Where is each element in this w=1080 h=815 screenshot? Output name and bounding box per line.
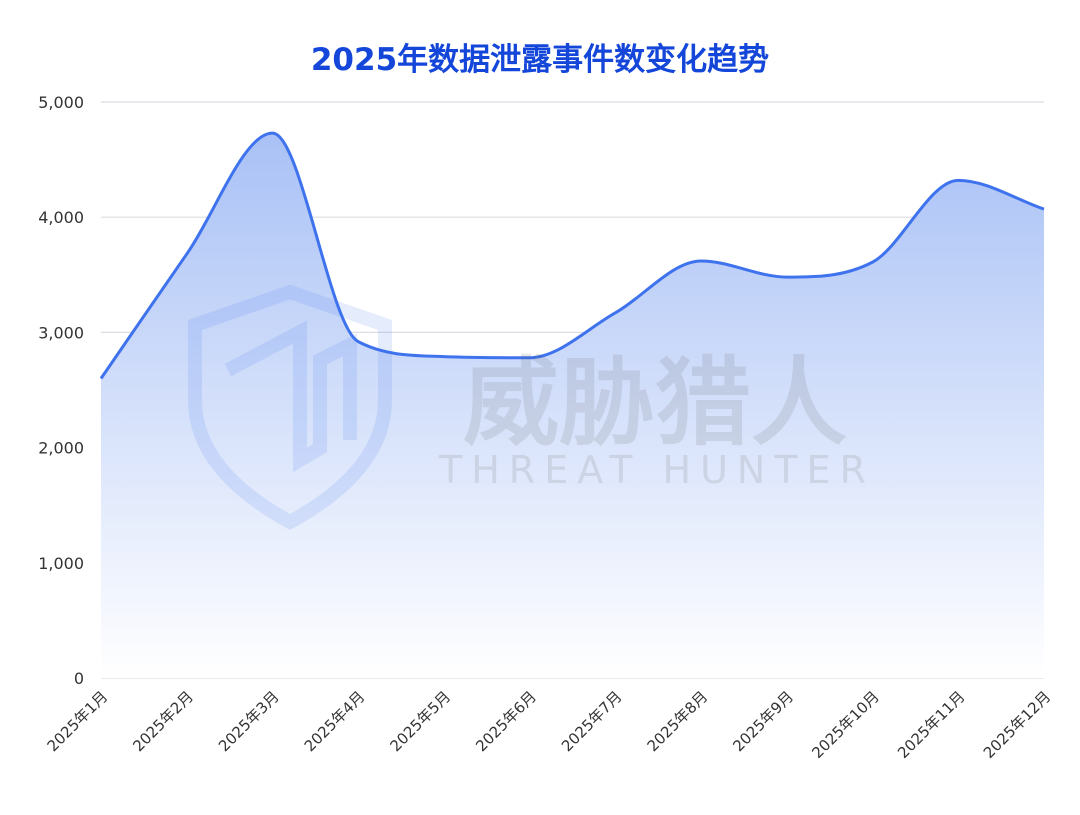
x-tick-label: 2025年3月 xyxy=(215,688,283,756)
y-tick-label: 4,000 xyxy=(38,208,84,227)
watermark-cn: 威胁猎人 xyxy=(463,347,847,459)
x-tick-label: 2025年8月 xyxy=(644,688,712,756)
x-tick-label: 2025年7月 xyxy=(558,688,626,756)
y-tick-label: 1,000 xyxy=(38,554,84,573)
chart-title: 2025年数据泄露事件数变化趋势 xyxy=(310,42,770,78)
x-tick-label: 2025年9月 xyxy=(729,688,797,756)
x-tick-label: 2025年2月 xyxy=(129,688,197,756)
x-tick-label: 2025年11月 xyxy=(894,688,968,762)
watermark-en: THREAT HUNTER xyxy=(438,448,875,492)
series-line xyxy=(99,131,1045,380)
x-tick-label: 2025年10月 xyxy=(808,688,882,762)
x-tick-label: 2025年1月 xyxy=(44,688,112,756)
y-tick-label: 0 xyxy=(74,669,84,688)
y-tick-label: 3,000 xyxy=(38,323,84,342)
y-tick-label: 2,000 xyxy=(38,439,84,458)
area-fill xyxy=(101,133,1044,678)
x-tick-label: 2025年5月 xyxy=(386,688,454,756)
x-tick-label: 2025年12月 xyxy=(980,688,1054,762)
x-tick-label: 2025年4月 xyxy=(301,688,369,756)
watermark-logo: 威胁猎人 THREAT HUNTER xyxy=(188,284,875,530)
x-tick-label: 2025年6月 xyxy=(472,688,540,756)
y-tick-label: 5,000 xyxy=(38,93,84,112)
